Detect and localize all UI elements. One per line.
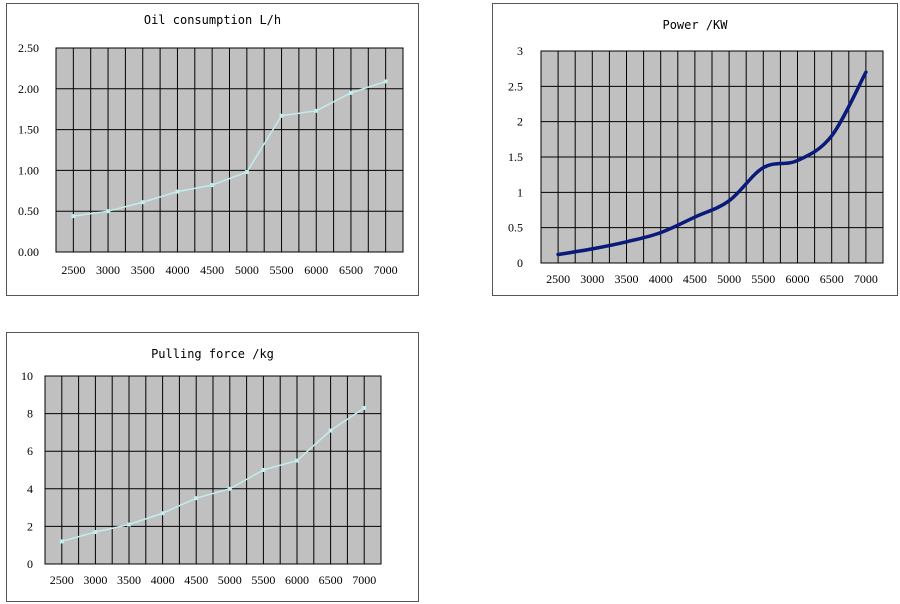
pulling-force-series-line [61,407,365,543]
pulling-force-x-tick-label: 4500 [184,573,208,587]
power-y-tick-label: 1.5 [508,150,523,164]
pulling-force-x-tick-label: 5500 [251,573,275,587]
pulling-force-data-point [93,530,98,535]
pulling-force-title: Pulling force /kg [151,347,274,361]
pulling-force-x-tick-label: 3500 [117,573,141,587]
power-y-tick-label: 0 [517,256,523,270]
power-chart: Power /KW 0 0.5 1 1.5 2 2.5 3 2500 3000 3500 4000 45… [508,18,884,286]
oil-consumption-x-tick-label: 5500 [270,263,294,277]
power-x-tick-label: 2500 [546,272,570,286]
pulling-force-y-tick-label: 4 [27,482,33,496]
pulling-force-chart: Pulling force /kg 0 2 4 6 8 10 2500 3000 3500 4000… [21,347,382,587]
pulling-force-data-point [160,511,165,516]
oil-consumption-y-tick-label: 1.50 [18,123,39,137]
pulling-force-y-tick-label: 0 [27,557,33,571]
pulling-force-data-point [261,468,266,472]
oil-consumption-data-point [71,214,76,219]
oil-consumption-data-point [383,79,388,84]
power-x-tick-label: 6000 [786,272,810,286]
oil-consumption-y-tick-label: 2.00 [18,82,39,96]
pulling-force-data-point [59,539,64,544]
pulling-force-data-point [127,522,131,527]
oil-consumption-x-tick-label: 4000 [165,263,189,277]
oil-consumption-data-point [140,200,145,205]
oil-consumption-x-tick-label: 4500 [200,263,224,277]
oil-consumption-x-tick-label: 6000 [304,263,328,277]
pulling-force-y-tick-label: 8 [27,407,33,421]
power-x-tick-label: 4500 [683,272,707,286]
pulling-force-data-point [227,486,232,491]
oil-consumption-x-tick-label: 6500 [339,263,363,277]
oil-consumption-x-tick-label: 7000 [374,263,398,277]
power-y-tick-label: 2.5 [508,79,523,93]
oil-consumption-series-line [73,80,386,217]
power-title: Power /KW [662,18,728,32]
power-x-tick-label: 5500 [751,272,775,286]
oil-consumption-data-point [244,170,249,175]
oil-consumption-y-tick-label: 0.50 [18,204,39,218]
pulling-force-data-point [295,458,299,463]
power-y-tick-label: 2 [517,115,523,129]
pulling-force-x-tick-label: 2500 [50,573,74,587]
oil-consumption-data-point [210,183,215,188]
oil-consumption-chart: Oil consumption L/h 0.00 0.50 1.00 1.50 2.00 2… [18,13,404,277]
power-x-tick-label: 3500 [615,272,639,286]
pulling-force-x-tick-label: 4000 [151,573,175,587]
power-x-tick-label: 4000 [649,272,673,286]
pulling-force-x-tick-label: 3000 [83,573,107,587]
oil-consumption-x-tick-label: 3500 [131,263,155,277]
oil-consumption-chart-panel: Oil consumption L/h 0.00 0.50 1.00 1.50 2.00 2… [6,3,419,296]
pulling-force-x-tick-label: 6500 [319,573,343,587]
power-y-tick-label: 0.5 [508,221,523,235]
oil-consumption-data-point [314,108,319,113]
oil-consumption-x-tick-label: 3000 [96,263,120,277]
pulling-force-data-point [194,496,199,501]
power-chart-panel: Power /KW 0 0.5 1 1.5 2 2.5 3 2500 3000 3500 4000 45… [492,3,898,296]
oil-consumption-data-point [279,113,284,118]
pulling-force-x-tick-label: 5000 [218,573,242,587]
pulling-force-data-point [362,405,367,410]
oil-consumption-title: Oil consumption L/h [144,13,281,27]
pulling-force-chart-panel: Pulling force /kg 0 2 4 6 8 10 2500 3000 3500 4000… [6,332,419,602]
oil-consumption-x-tick-label: 5000 [235,263,259,277]
power-x-tick-label: 3000 [580,272,604,286]
pulling-force-data-point [328,428,333,433]
oil-consumption-y-tick-label: 1.00 [18,163,39,177]
pulling-force-y-tick-label: 6 [27,444,33,458]
power-y-tick-label: 3 [517,44,523,58]
oil-consumption-data-point [175,189,180,194]
power-series-line [556,70,868,257]
oil-consumption-y-tick-label: 0.00 [18,245,39,259]
power-y-tick-label: 1 [517,185,523,199]
power-x-tick-label: 7000 [854,272,878,286]
power-x-tick-label: 5000 [717,272,741,286]
oil-consumption-data-point [348,90,353,95]
oil-consumption-x-tick-label: 2500 [61,263,85,277]
pulling-force-y-tick-label: 10 [21,369,33,383]
oil-consumption-y-tick-label: 2.50 [18,41,39,55]
pulling-force-x-tick-label: 6000 [285,573,309,587]
oil-consumption-data-point [106,209,111,214]
pulling-force-y-tick-label: 2 [27,519,33,533]
power-x-tick-label: 6500 [820,272,844,286]
pulling-force-x-tick-label: 7000 [352,573,376,587]
